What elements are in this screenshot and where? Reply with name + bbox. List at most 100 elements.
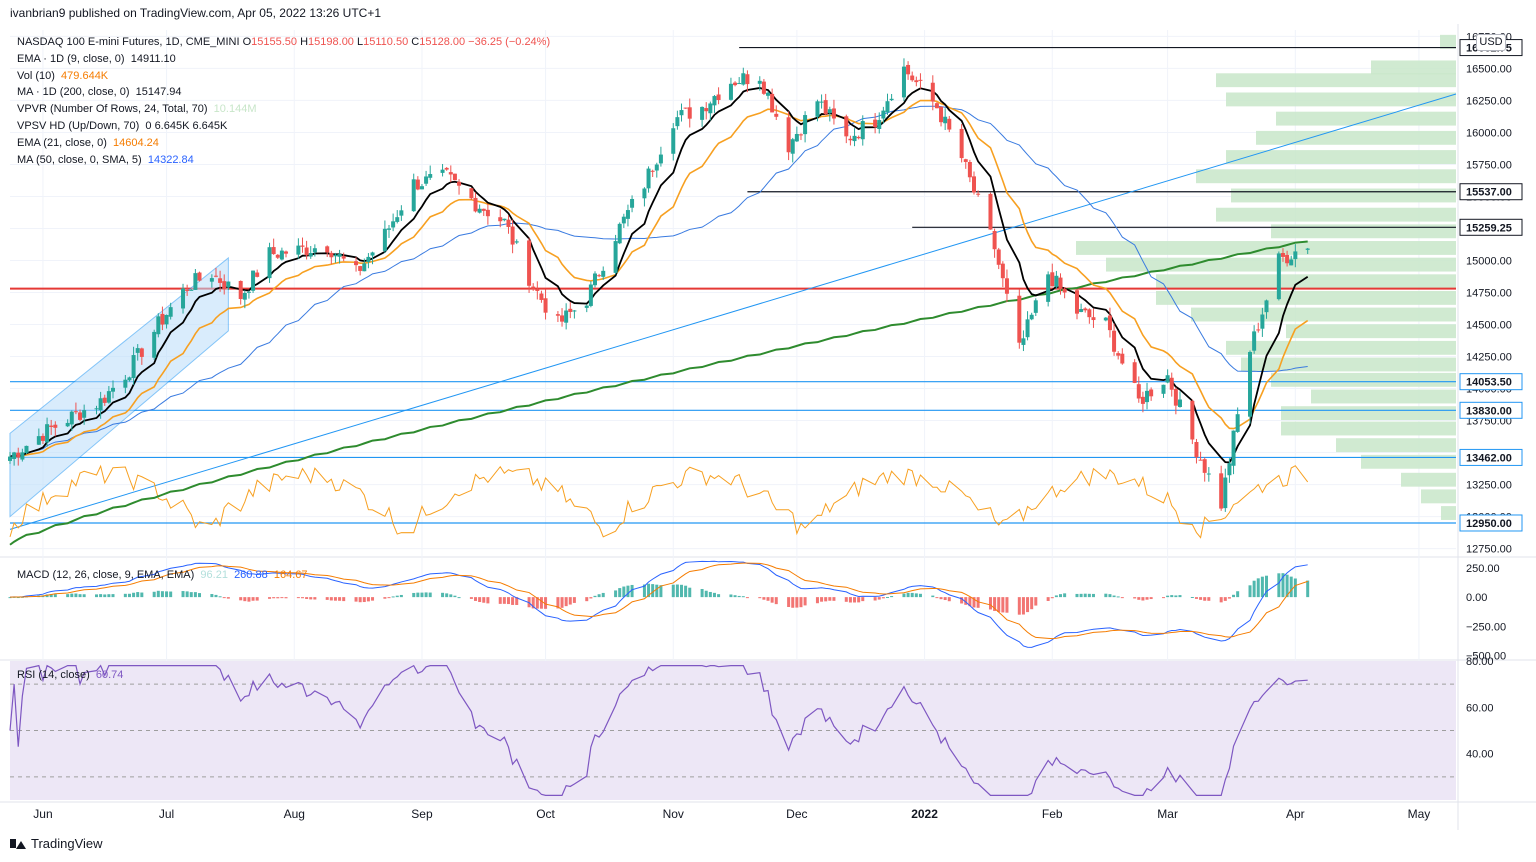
macd-histogram-bar: [717, 594, 721, 598]
candle-body: [1256, 329, 1261, 331]
footer-brand[interactable]: TradingView: [10, 836, 103, 851]
candle-body: [967, 162, 972, 178]
candle-body: [395, 217, 400, 222]
volume-profile-bar: [1216, 207, 1456, 222]
candle-body: [354, 261, 359, 266]
candle-body: [860, 121, 865, 140]
legend-row-ema21[interactable]: EMA (21, close, 0) 14604.24: [17, 135, 550, 152]
macd-histogram-bar: [622, 586, 626, 598]
macd-histogram-bar: [820, 597, 824, 602]
rsi-legend[interactable]: RSI (14, close) 60.74: [17, 669, 123, 681]
volume-profile-bar: [1440, 34, 1456, 49]
macd-histogram-bar: [1149, 597, 1153, 600]
candle-body: [106, 391, 111, 403]
candle-body: [1046, 274, 1051, 302]
legend-row-ma200[interactable]: MA · 1D (200, close, 0) 15147.94: [17, 84, 550, 101]
candle-body: [704, 108, 709, 112]
candle-body: [741, 73, 746, 85]
candle-body: [24, 445, 29, 453]
volume-profile-bar: [1226, 340, 1456, 355]
volume-profile-bar: [1156, 290, 1456, 305]
candles: [8, 58, 1310, 512]
rsi-line: [9, 664, 1308, 796]
candle-body: [728, 83, 733, 100]
volume-profile-bar: [1311, 389, 1456, 404]
currency-badge[interactable]: USD: [1476, 34, 1506, 51]
candle-body: [819, 101, 824, 103]
high-label: H: [300, 36, 309, 48]
legend-value: 0 6.645K 6.645K: [145, 119, 228, 132]
candle-body: [341, 256, 346, 259]
x-tick-label: Mar: [1157, 807, 1178, 821]
macd-histogram-bar: [239, 597, 243, 601]
macd-histogram-bar: [572, 597, 576, 603]
candle-body: [1087, 309, 1092, 318]
macd-histogram-bar: [684, 585, 688, 598]
candle-body: [139, 348, 144, 357]
macd-histogram-bar: [770, 597, 774, 603]
candle-body: [555, 314, 560, 316]
candle-body: [218, 278, 223, 283]
candle-body: [209, 278, 214, 282]
legend-row-vpvr[interactable]: VPVR (Number Of Rows, 24, Total, 70) 10.…: [17, 101, 550, 118]
candle-body: [687, 107, 692, 119]
candle-body: [757, 80, 762, 84]
symbol-title[interactable]: NASDAQ 100 E-mini Futures, 1D, CME_MINI: [17, 36, 240, 48]
macd-histogram-bar: [853, 597, 857, 603]
change-value: −36.25 (−0.24%): [468, 36, 551, 48]
macd-histogram-bar: [111, 594, 115, 598]
candle-body: [1116, 353, 1121, 356]
macd-histogram-bar: [918, 593, 922, 598]
macd-histogram-bar: [313, 597, 317, 600]
macd-histogram-bar: [688, 587, 692, 598]
legend-value: 15147.94: [135, 86, 182, 99]
candle-body: [560, 315, 565, 322]
signal-value: 164.67: [273, 569, 308, 581]
volume-profile-bar: [1271, 372, 1456, 387]
volume-profile-bar: [1241, 357, 1456, 372]
macd-histogram-bar: [993, 597, 997, 611]
macd-histogram-bar: [469, 597, 473, 599]
volume-profile-bar: [1216, 73, 1456, 88]
legend-row-ma50[interactable]: MA (50, close, 0, SMA, 5) 14322.84: [17, 152, 550, 169]
candle-body: [1161, 384, 1166, 394]
macd-histogram-bar: [1227, 597, 1231, 599]
candle-body: [1017, 295, 1022, 343]
legend-row-vpsv[interactable]: VPSV HD (Up/Down, 70) 0 6.645K 6.645K: [17, 118, 550, 135]
macd-histogram-bar: [708, 591, 712, 598]
legend-row-ema9[interactable]: EMA · 1D (9, close, 0) 14911.10: [17, 51, 550, 68]
legend-value: 14604.24: [113, 136, 159, 149]
macd-histogram-bar: [968, 597, 972, 607]
macd-histogram-bar: [1281, 573, 1285, 598]
candle-body: [73, 411, 78, 413]
macd-histogram-bar: [1133, 597, 1137, 599]
macd-histogram-bar: [642, 584, 646, 598]
x-tick-label: Apr: [1286, 807, 1305, 821]
macd-histogram-bar: [1063, 593, 1067, 598]
candle-body: [102, 397, 107, 403]
macd-histogram-bar: [140, 592, 144, 598]
candle-body: [934, 103, 939, 109]
macd-histogram-bar: [1170, 595, 1174, 598]
candle-body: [304, 247, 309, 256]
macd-legend[interactable]: MACD (12, 26, close, 9, EMA, EMA) 96.21 …: [17, 569, 308, 581]
candle-body: [770, 93, 775, 113]
candle-body: [213, 275, 218, 277]
candle-body: [164, 314, 169, 325]
macd-histogram-bar: [482, 597, 486, 603]
macd-histogram-bar: [198, 593, 202, 598]
candle-body: [284, 251, 289, 254]
legend-row-vol[interactable]: Vol (10) 479.644K: [17, 68, 550, 85]
macd-histogram-bar: [1050, 597, 1054, 599]
macd-histogram-bar: [741, 596, 745, 598]
candle-body: [963, 159, 968, 162]
macd-histogram-bar: [1289, 576, 1293, 598]
candle-body: [477, 208, 482, 213]
candle-body: [761, 81, 766, 94]
candle-body: [646, 168, 651, 189]
price-label: 13462.00: [1466, 452, 1512, 464]
macd-histogram-bar: [1059, 594, 1063, 598]
price-label-box: [1459, 373, 1523, 391]
candle-body: [642, 188, 647, 199]
